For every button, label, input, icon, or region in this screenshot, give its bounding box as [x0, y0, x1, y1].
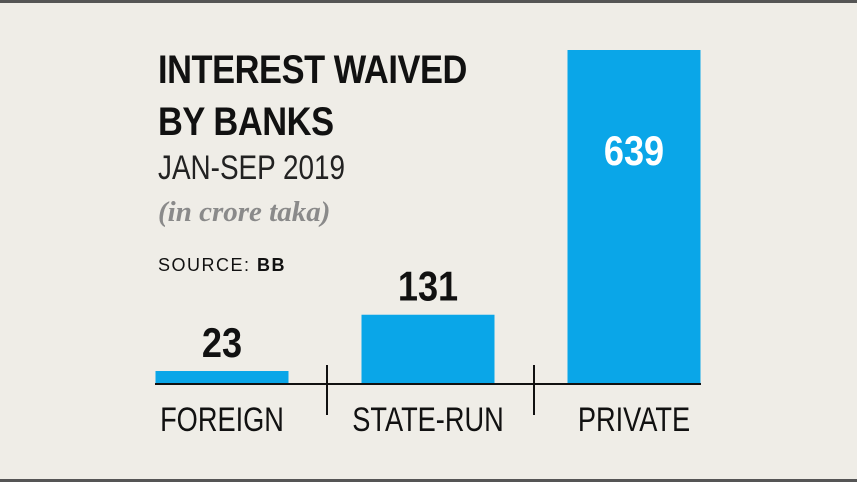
x-tick-label: STATE-RUN — [352, 400, 503, 439]
source-label: SOURCE: — [158, 255, 251, 275]
bar-foreign — [155, 371, 289, 383]
bar-private — [567, 50, 701, 383]
source-value: BB — [257, 255, 287, 275]
bar-state-run — [361, 314, 495, 383]
chart-title-line-1: INTEREST WAIVED — [158, 48, 467, 92]
units-label: (in crore taka) — [158, 196, 331, 228]
data-label: 639 — [604, 129, 664, 175]
x-tick-label: PRIVATE — [578, 400, 690, 439]
x-tick-label: FOREIGN — [160, 400, 284, 439]
data-label: 131 — [398, 264, 458, 310]
data-label: 23 — [202, 321, 242, 367]
chart-title-line-2: BY BANKS — [158, 100, 334, 144]
bar-chart: 23 FOREIGN 131 STATE-RUN 639 PRIVATE — [155, 50, 701, 439]
source-note: SOURCE: BB — [158, 255, 286, 276]
chart-subtitle: JAN-SEP 2019 — [158, 149, 346, 187]
chart-frame: INTEREST WAIVED BY BANKS JAN-SEP 2019 (i… — [0, 3, 857, 479]
